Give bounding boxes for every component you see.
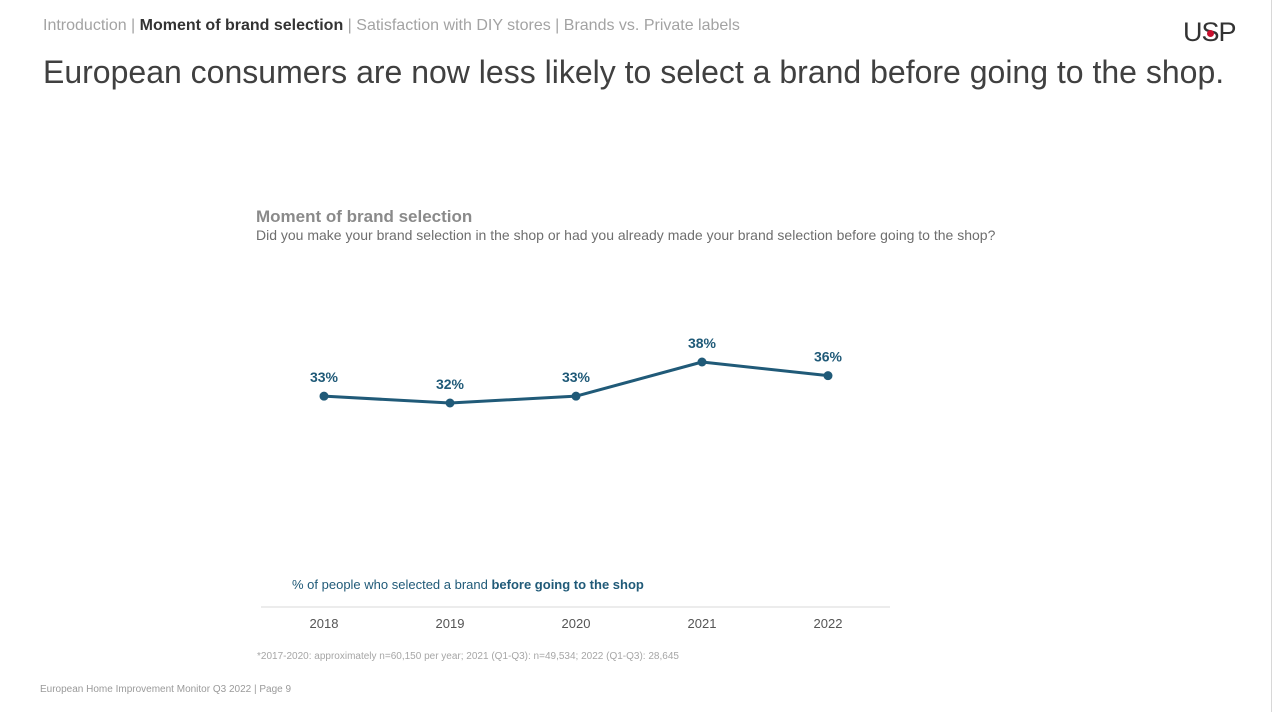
logo-dot-icon (1206, 30, 1214, 37)
series-label-text: % of people who selected a brand (292, 577, 492, 592)
x-tick-label: 2021 (688, 616, 717, 631)
breadcrumb-separator: | (343, 17, 357, 34)
data-point (823, 371, 833, 381)
breadcrumb-item-brands-vs-private-labels[interactable]: Brands vs. Private labels (563, 17, 740, 34)
x-tick-label: 2020 (562, 616, 591, 631)
x-tick-label: 2018 (310, 616, 339, 631)
data-label: 36% (814, 349, 843, 365)
data-label: 38% (688, 335, 717, 351)
footnote: *2017-2020: approximately n=60,150 per y… (257, 651, 679, 662)
chart-title: Moment of brand selection (256, 207, 473, 226)
breadcrumb-item-satisfaction[interactable]: Satisfaction with DIY stores (356, 17, 551, 34)
series-label: % of people who selected a brand before … (292, 577, 644, 592)
logo-letter-p: P (1218, 17, 1237, 47)
page-footer: European Home Improvement Monitor Q3 202… (40, 684, 292, 695)
breadcrumb-separator: | (126, 17, 140, 34)
logo-letter-s: S (1202, 17, 1220, 48)
data-point (445, 398, 455, 408)
data-label: 32% (436, 376, 465, 392)
breadcrumb-item-moment-of-brand-selection[interactable]: Moment of brand selection (139, 17, 344, 34)
page-edge-rule (1271, 0, 1272, 712)
breadcrumb-item-introduction[interactable]: Introduction (43, 17, 127, 34)
x-tick-label: 2019 (436, 616, 465, 631)
data-label: 33% (310, 369, 339, 385)
data-point (319, 391, 329, 401)
breadcrumb: Introduction | Moment of brand selection… (43, 17, 740, 35)
usp-logo: USP (1183, 17, 1237, 48)
breadcrumb-separator: | (550, 17, 564, 34)
data-point (571, 391, 581, 401)
series-label-emphasis: before going to the shop (491, 577, 644, 592)
x-tick-label: 2022 (814, 616, 843, 631)
page-title: European consumers are now less likely t… (43, 54, 1225, 90)
data-label: 33% (562, 369, 591, 385)
chart-subtitle: Did you make your brand selection in the… (256, 227, 996, 243)
logo-letter-u: U (1183, 17, 1202, 47)
data-point (697, 357, 707, 367)
